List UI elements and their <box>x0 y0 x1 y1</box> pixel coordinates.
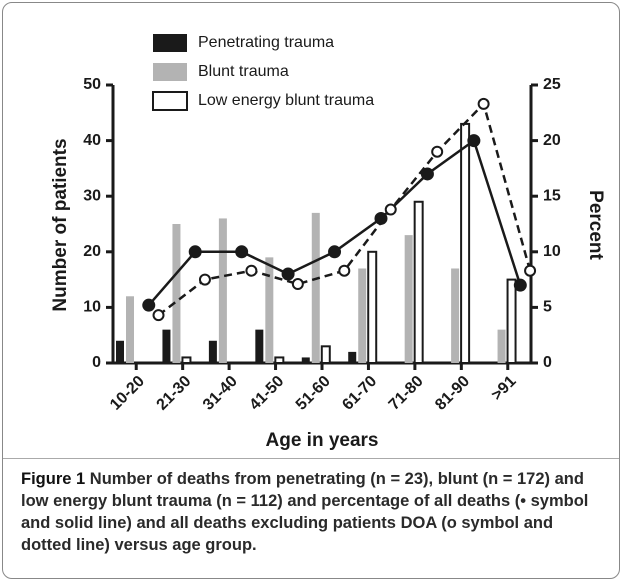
y-tick-label: 20 <box>83 243 101 260</box>
caption-label: Figure 1 <box>21 470 86 488</box>
y2-axis-label: Percent <box>585 190 606 260</box>
marker <box>513 278 527 292</box>
y2-tick-label: 5 <box>543 299 552 316</box>
marker <box>281 267 295 281</box>
bar <box>497 329 506 363</box>
bar <box>413 200 424 364</box>
bar <box>218 218 227 363</box>
x-axis-label: Age in years <box>266 430 379 451</box>
legend-label: Blunt trauma <box>198 63 289 80</box>
marker <box>245 264 258 277</box>
y-tick-label: 40 <box>83 132 101 149</box>
bar <box>320 345 331 365</box>
y-axis-label: Number of patients <box>50 138 71 311</box>
y2-tick-label: 25 <box>543 76 561 93</box>
separator <box>3 458 619 459</box>
y2-tick-label: 20 <box>543 132 561 149</box>
y2-tick-label: 10 <box>543 243 561 260</box>
x-tick-label: 61-70 <box>339 373 380 414</box>
marker <box>477 97 490 110</box>
bar <box>116 340 124 363</box>
chart: Number of patients Percent Age in years … <box>50 34 606 451</box>
bar <box>301 357 310 363</box>
legend-label: Penetrating trauma <box>198 34 334 51</box>
bar <box>358 268 367 363</box>
bar <box>162 329 171 363</box>
x-tick-label: 31-40 <box>200 373 241 414</box>
x-tick-label: 51-60 <box>293 373 334 414</box>
bar <box>255 329 264 363</box>
bar <box>506 278 517 365</box>
legend-label: Low energy blunt trauma <box>198 92 374 109</box>
marker <box>235 245 249 259</box>
bar <box>181 356 192 365</box>
marker <box>524 264 537 277</box>
x-tick-label: 10-20 <box>107 373 148 414</box>
bar <box>348 351 357 363</box>
y2-tick-label: 15 <box>543 187 561 204</box>
bar <box>265 257 274 363</box>
x-tick-label: 21-30 <box>154 373 195 414</box>
marker <box>328 245 342 259</box>
bar <box>311 212 320 363</box>
marker <box>142 298 156 312</box>
y-tick-label: 50 <box>83 76 101 93</box>
x-tick-label: >91 <box>488 373 519 404</box>
y-tick-label: 0 <box>92 354 101 371</box>
y2-tick-label: 0 <box>543 354 552 371</box>
marker <box>188 245 202 259</box>
marker <box>431 145 444 158</box>
bar <box>451 268 460 363</box>
bar <box>274 356 285 365</box>
marker <box>291 278 304 291</box>
x-tick-label: 71-80 <box>386 373 427 414</box>
marker <box>420 167 434 181</box>
marker <box>384 203 397 216</box>
caption-text: Number of deaths from penetrating (n = 2… <box>21 470 589 554</box>
x-tick-label: 81-90 <box>432 373 473 414</box>
marker <box>152 309 165 322</box>
bar <box>126 296 134 363</box>
bar <box>460 122 471 364</box>
y-tick-label: 10 <box>83 299 101 316</box>
legend-swatch <box>153 34 187 52</box>
caption: Figure 1 Number of deaths from penetrati… <box>21 468 606 556</box>
y-tick-label: 30 <box>83 187 101 204</box>
marker <box>338 264 351 277</box>
bar <box>208 340 217 363</box>
x-tick-label: 41-50 <box>246 373 287 414</box>
bar <box>404 235 413 363</box>
legend-swatch <box>153 63 187 81</box>
bar <box>172 224 181 363</box>
marker <box>198 273 211 286</box>
legend-swatch <box>152 91 188 111</box>
marker <box>467 134 481 148</box>
bar <box>367 250 378 364</box>
